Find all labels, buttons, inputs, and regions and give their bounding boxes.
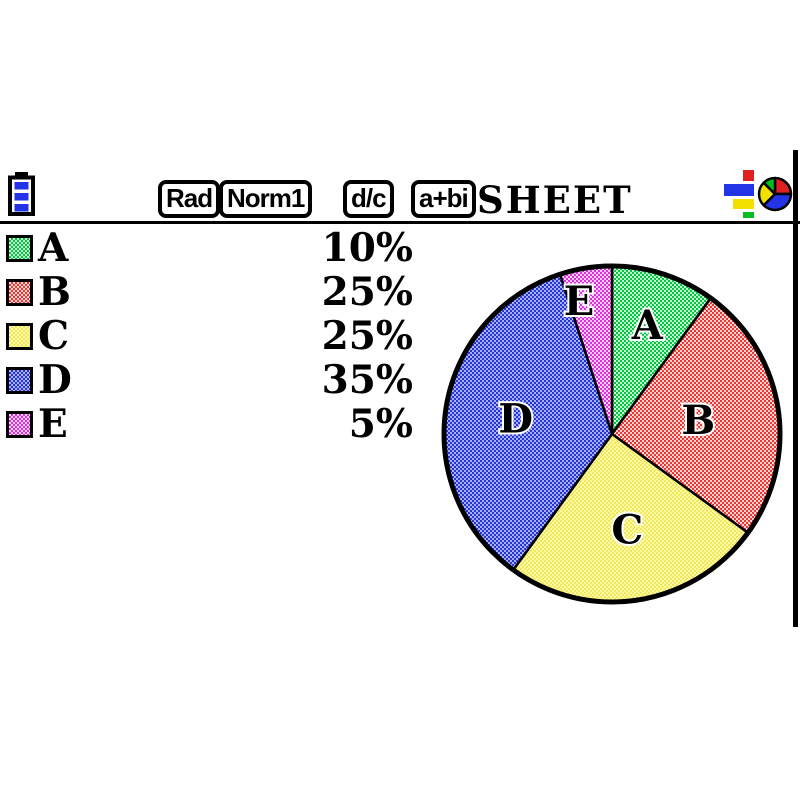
complex-mode-badge: a+bi [411,180,476,218]
pie-legend: A B C D E [6,226,72,446]
stats-graph-app-icon [724,170,793,218]
legend-label-a: A [38,225,69,271]
angle-mode-badge: Rad [158,180,221,218]
screen-right-border [793,150,798,627]
legend-swatch-e [6,410,33,438]
pie-values-column: 10% 25% 25% 35% 5% [250,226,413,446]
fraction-mode-badge: d/c [343,180,394,218]
pie-outline [441,263,783,605]
statusbar-divider [0,221,800,224]
legend-row-a: A [6,226,72,270]
legend-label-d: D [38,357,72,403]
battery-icon [8,172,35,216]
legend-value-d: 35% [321,357,413,403]
display-mode-badge: Norm1 [219,180,313,218]
pie-slice-label-E: E [564,278,595,325]
legend-row-b: B [6,270,72,314]
legend-swatch-d [6,366,33,394]
app-mode-label: SHEET [477,178,633,222]
legend-row-c: C [6,314,72,358]
pie-slice-label-B: B [681,397,715,444]
pie-slice-label-A: A [631,302,664,349]
legend-swatch-c [6,322,33,350]
legend-swatch-a [6,234,33,262]
pie-slice-label-D: D [498,395,533,442]
legend-label-c: C [38,313,70,359]
legend-row-d: D [6,358,72,402]
legend-value-b: 25% [321,269,413,315]
legend-value-a: 10% [321,225,413,271]
pie-slice-label-C: C [611,507,643,554]
legend-row-e: E [6,402,72,446]
legend-label-b: B [38,269,71,315]
legend-value-e: 5% [348,401,413,447]
legend-swatch-b [6,278,33,306]
legend-label-e: E [38,401,68,447]
legend-value-c: 25% [321,313,413,359]
